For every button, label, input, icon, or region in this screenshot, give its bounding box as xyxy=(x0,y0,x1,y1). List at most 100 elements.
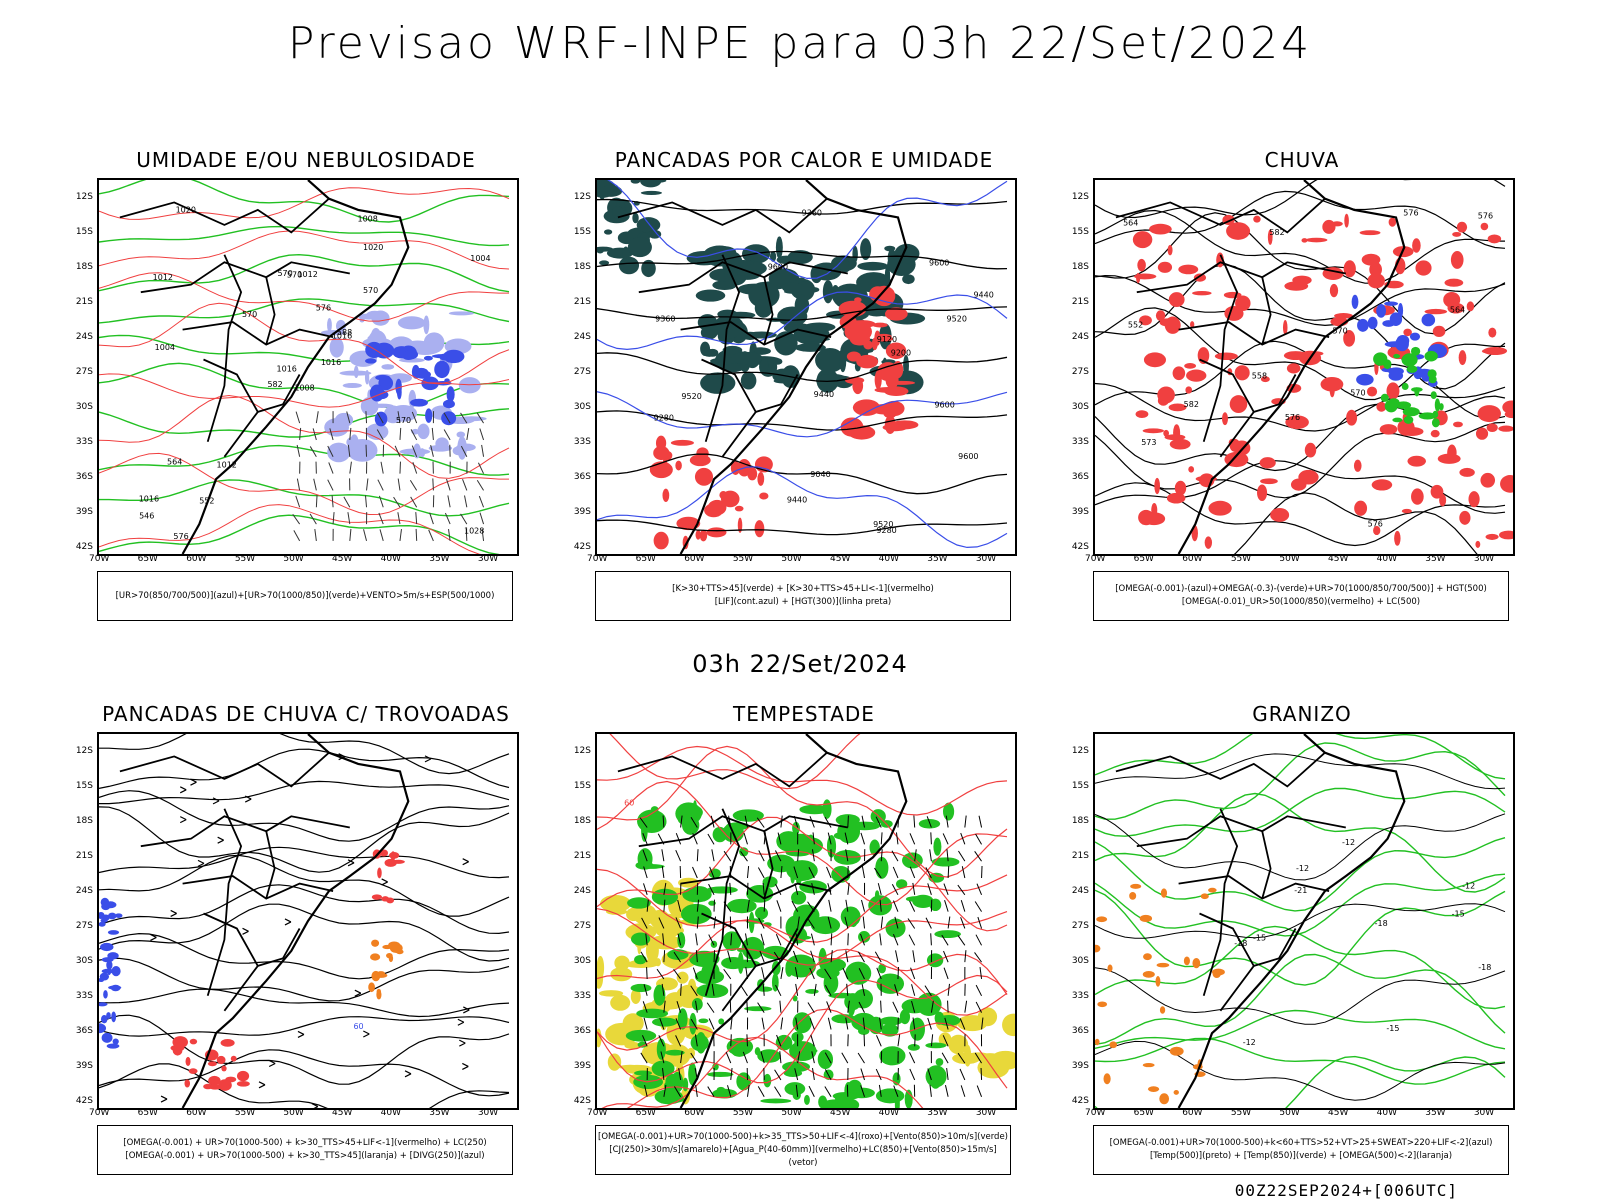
wind850-green-area xyxy=(652,1017,678,1027)
wind-vector xyxy=(660,1051,665,1064)
lon-tick: 45W xyxy=(1328,1108,1349,1118)
lon-tick: 35W xyxy=(429,1108,450,1118)
humidity-contour-green xyxy=(99,514,502,554)
wind850-green-area xyxy=(847,1079,862,1094)
wind-vector xyxy=(680,815,683,828)
state-border xyxy=(1219,965,1255,1012)
jet-yellow-area xyxy=(1002,1013,1015,1037)
hgt300-contour xyxy=(597,250,1008,270)
contour-label: -12 xyxy=(1296,864,1309,873)
wind850-green-area xyxy=(682,1077,689,1092)
lat-tick: 18S xyxy=(573,816,591,826)
contour-label: 1008 xyxy=(294,384,314,393)
lc850-contour xyxy=(597,745,1008,816)
k-tts-li-red-area xyxy=(675,460,682,471)
wind-vector xyxy=(761,967,765,980)
legend-line: [OMEGA(-0.001)-(azul)+OMEGA(-0.3)-(verde… xyxy=(1115,584,1487,594)
wind850-green-area xyxy=(784,1082,806,1096)
state-border xyxy=(638,815,848,848)
wind850-green-area xyxy=(677,1008,688,1030)
wind-vector xyxy=(857,1052,865,1064)
wind-vector xyxy=(347,512,351,525)
wind850-green-area xyxy=(901,998,928,1014)
k-tts-li-red-area xyxy=(872,285,896,307)
wind-vector xyxy=(794,1068,799,1081)
k-tts-li-red-area xyxy=(872,322,888,328)
contour-label: 564 xyxy=(1450,306,1465,315)
streamline xyxy=(99,1016,510,1037)
rain-red-area xyxy=(1166,492,1186,504)
k-tts-li-red-area xyxy=(856,354,879,369)
jet-yellow-area xyxy=(626,963,656,968)
legend-line: [OMEGA(-0.01)_UR>50(1000/850)(vermelho) … xyxy=(1181,597,1421,607)
wind-vector xyxy=(775,934,782,946)
wind-vector xyxy=(824,985,832,997)
k-tts-li-red-area xyxy=(699,529,708,542)
lon-tick: 55W xyxy=(732,554,754,564)
wind850-green-area xyxy=(722,931,742,951)
wind-vector xyxy=(708,883,715,896)
wind-vector xyxy=(675,832,682,845)
wind-vector xyxy=(708,934,715,946)
legend-line: [UR>70(850/700/500)](azul)+[UR>70(1000/8… xyxy=(115,590,495,601)
k-tts-green-area xyxy=(622,246,630,263)
wind-vector xyxy=(924,985,932,997)
wind850-green-area xyxy=(874,890,880,901)
contour-label: 570 xyxy=(277,269,292,278)
map-pancadas-calor: 9600 9600 9600 9520 9600 9520 9440 9520 9440 9440… xyxy=(595,178,1017,556)
wind-vector xyxy=(909,900,916,912)
lat-tick: 33S xyxy=(1071,437,1089,447)
rain-blue-area xyxy=(1389,312,1403,327)
wind-vector xyxy=(296,444,301,457)
wind-vector xyxy=(399,528,402,541)
wind-vector xyxy=(895,950,899,963)
wind-vector xyxy=(376,429,384,441)
humidity-blue-core xyxy=(395,378,402,395)
k-tts-li-red-area xyxy=(706,527,727,538)
lc850-contour xyxy=(597,974,1008,1084)
thickness-contour xyxy=(99,272,509,322)
hgt500-contour xyxy=(1095,274,1506,327)
wind-vector xyxy=(794,967,799,980)
jet-yellow-area xyxy=(645,938,659,963)
lon-tick: 65W xyxy=(635,1108,656,1118)
rain-red-area xyxy=(1292,275,1312,285)
temp500-contour xyxy=(1095,903,1506,939)
streamline-arrow xyxy=(258,1081,266,1089)
wind-vector xyxy=(975,1001,983,1013)
rain-red-area xyxy=(1480,222,1489,231)
rain-red-area xyxy=(1444,278,1464,287)
wind-vector xyxy=(975,984,983,997)
contour-label: 576 xyxy=(173,532,188,541)
wind-vector xyxy=(645,933,648,946)
k-tts-li-red-area xyxy=(695,530,701,540)
streamline xyxy=(99,988,510,1018)
wind-vector xyxy=(642,832,648,845)
streamline xyxy=(99,854,510,917)
wind-vector xyxy=(706,1002,715,1013)
contour-label: -15 xyxy=(1452,910,1465,919)
wind-vector xyxy=(860,933,865,946)
humidity-blue-core xyxy=(444,378,450,383)
wind-vector xyxy=(824,816,832,828)
wind-vector xyxy=(894,984,899,996)
storm-red-area xyxy=(388,852,400,859)
humidity-contour-green xyxy=(99,362,510,409)
rain-blue-area xyxy=(1357,318,1369,332)
state-border xyxy=(1115,198,1326,234)
rain-blue-area xyxy=(1356,373,1374,386)
jet-yellow-area xyxy=(948,1034,969,1055)
lat-tick: 36S xyxy=(1071,472,1089,482)
wind-vector xyxy=(958,850,966,862)
k-tts-li-red-area xyxy=(890,420,919,430)
lon-tick: 50W xyxy=(781,554,802,564)
rain-green-area xyxy=(1430,391,1437,399)
wind850-green-area xyxy=(845,961,872,985)
humidity-blue-area xyxy=(365,423,389,440)
legend-line: [Temp(500)](preto) + [Temp(850)](verde) … xyxy=(1149,1151,1453,1161)
rain-red-area xyxy=(1475,540,1481,548)
rain-red-area xyxy=(1475,427,1489,440)
wind850-green-area xyxy=(727,898,757,914)
wind-vector xyxy=(315,411,319,424)
humidity-blue-core xyxy=(434,360,450,379)
